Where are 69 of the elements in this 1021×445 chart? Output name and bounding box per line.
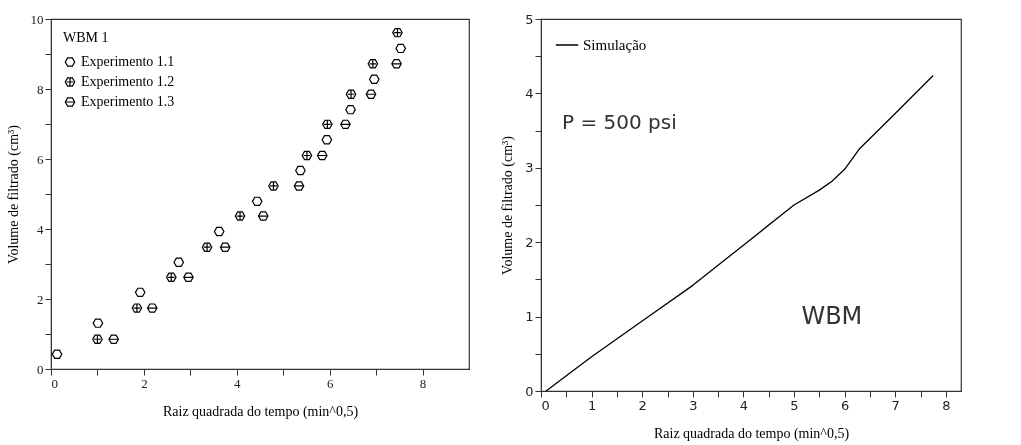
legend-label: Experimento 1.3 bbox=[81, 94, 175, 109]
y-axis-title: Volume de filtrado (cm³) bbox=[5, 124, 22, 264]
point bbox=[92, 318, 104, 328]
legend-label: Experimento 1.2 bbox=[81, 74, 175, 89]
y-tick-label: 3 bbox=[525, 160, 534, 176]
x-tick-label: 4 bbox=[739, 397, 749, 413]
x-tick-label: 1 bbox=[587, 397, 597, 413]
point bbox=[345, 89, 357, 99]
x-tick-label: 0 bbox=[541, 397, 550, 413]
point bbox=[391, 59, 402, 69]
point bbox=[251, 196, 263, 207]
y-tick-label: 0 bbox=[37, 361, 44, 377]
point bbox=[295, 165, 306, 176]
y-tick-label: 4 bbox=[525, 85, 534, 101]
legend-label: Simulação bbox=[583, 37, 647, 53]
y-tick-label: 1 bbox=[525, 309, 534, 325]
x-tick-label: 0 bbox=[51, 375, 58, 391]
point bbox=[108, 334, 120, 344]
y-tick-label: 2 bbox=[37, 291, 44, 307]
point bbox=[268, 181, 279, 191]
y-tick-label: 4 bbox=[37, 221, 44, 237]
point bbox=[234, 211, 246, 221]
point bbox=[257, 211, 269, 221]
point bbox=[392, 27, 403, 38]
point bbox=[345, 104, 356, 115]
point bbox=[368, 74, 380, 84]
y-tick-label: 2 bbox=[525, 234, 534, 250]
x-tick-label: 6 bbox=[840, 397, 850, 413]
point bbox=[293, 181, 305, 191]
point bbox=[321, 135, 333, 145]
point bbox=[173, 257, 185, 267]
point bbox=[92, 334, 103, 344]
x-tick-label: 7 bbox=[891, 397, 900, 413]
point bbox=[322, 119, 333, 130]
point bbox=[134, 287, 146, 298]
x-tick-label: 8 bbox=[942, 397, 951, 413]
point bbox=[146, 303, 158, 313]
x-tick-label: 2 bbox=[638, 397, 647, 413]
x-axis-title: Raiz quadrada do tempo (min^0,5) bbox=[162, 403, 359, 420]
point bbox=[51, 349, 63, 360]
x-tick-label: 6 bbox=[326, 375, 334, 391]
point bbox=[131, 303, 143, 313]
legend-title: WBM 1 bbox=[63, 30, 109, 45]
line-series bbox=[545, 74, 934, 392]
x-tick-label: 8 bbox=[419, 375, 427, 391]
legend-label: Experimento 1.1 bbox=[81, 54, 175, 69]
x-tick-label: 2 bbox=[141, 375, 148, 391]
x-tick-label: 3 bbox=[689, 397, 698, 413]
y-tick-label: 6 bbox=[37, 151, 44, 167]
y-tick-label: 10 bbox=[30, 11, 44, 27]
point bbox=[165, 272, 177, 283]
point bbox=[201, 242, 213, 252]
y-axis-title: Volume de filtrado (cm³) bbox=[500, 135, 517, 275]
point bbox=[219, 242, 231, 252]
x-tick-label: 4 bbox=[234, 375, 242, 391]
point bbox=[367, 59, 379, 69]
x-axis-title: Raiz quadrada do tempo (min^0,5) bbox=[653, 425, 850, 442]
y-tick-label: 8 bbox=[37, 81, 44, 97]
annotation: P = 500 psi bbox=[562, 110, 677, 135]
annotation: WBM bbox=[801, 301, 863, 330]
point bbox=[365, 89, 377, 99]
x-tick-label: 5 bbox=[790, 397, 799, 413]
point bbox=[340, 119, 351, 130]
point bbox=[301, 150, 313, 161]
point bbox=[395, 43, 407, 54]
y-tick-label: 5 bbox=[525, 11, 534, 27]
point bbox=[183, 272, 194, 283]
point bbox=[213, 226, 225, 237]
point bbox=[316, 150, 328, 161]
